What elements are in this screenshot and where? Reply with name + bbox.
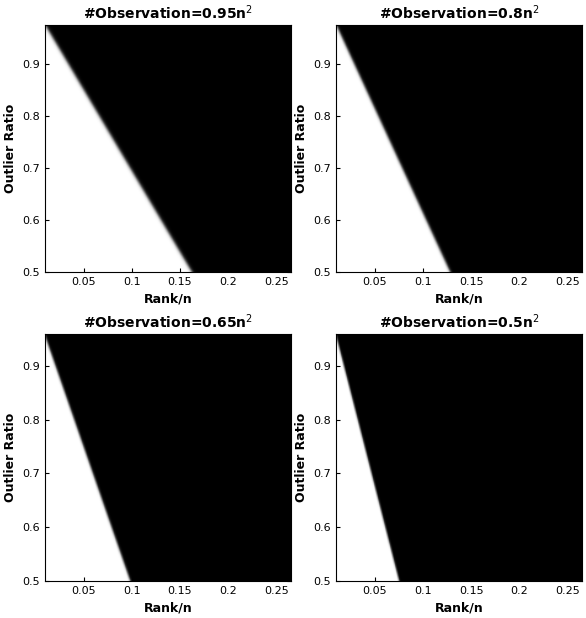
Title: #Observation=0.95n$^2$: #Observation=0.95n$^2$ (83, 4, 253, 22)
X-axis label: Rank/n: Rank/n (435, 601, 483, 614)
Y-axis label: Outlier Ratio: Outlier Ratio (295, 413, 308, 502)
X-axis label: Rank/n: Rank/n (435, 292, 483, 305)
Title: #Observation=0.65n$^2$: #Observation=0.65n$^2$ (83, 313, 253, 331)
Y-axis label: Outlier Ratio: Outlier Ratio (4, 104, 17, 193)
Y-axis label: Outlier Ratio: Outlier Ratio (295, 104, 308, 193)
Title: #Observation=0.5n$^2$: #Observation=0.5n$^2$ (379, 313, 539, 331)
Title: #Observation=0.8n$^2$: #Observation=0.8n$^2$ (379, 4, 539, 22)
X-axis label: Rank/n: Rank/n (144, 601, 192, 614)
X-axis label: Rank/n: Rank/n (144, 292, 192, 305)
Y-axis label: Outlier Ratio: Outlier Ratio (4, 413, 17, 502)
